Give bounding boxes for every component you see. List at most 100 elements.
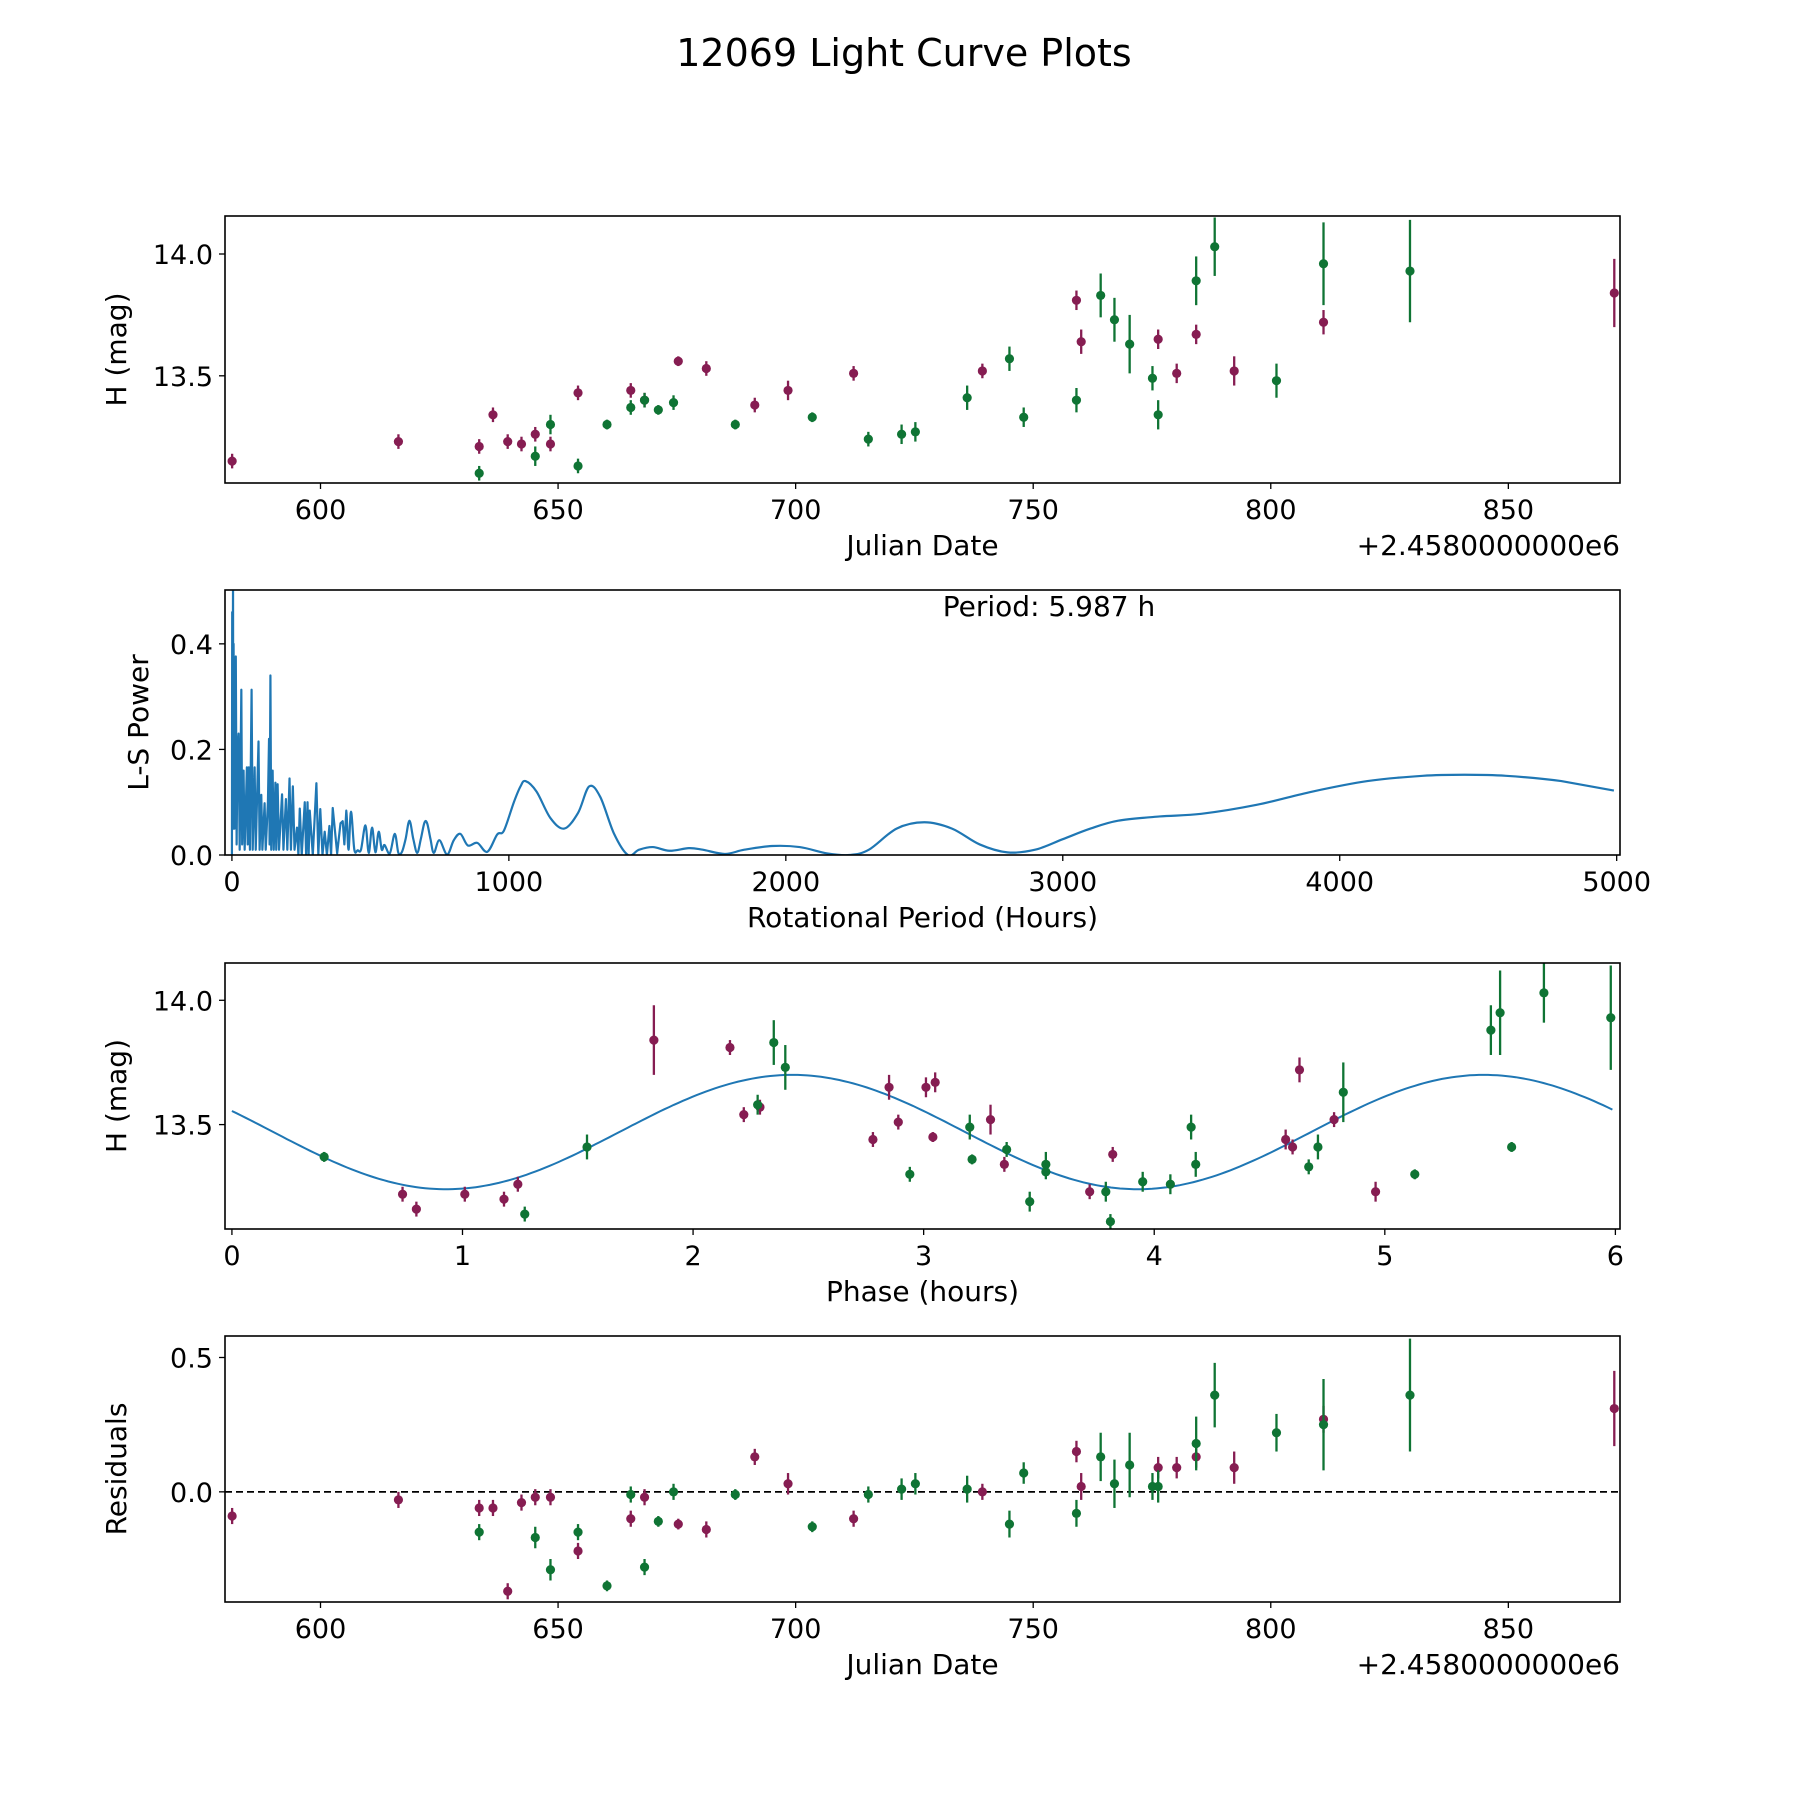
- data-point-green: [653, 405, 663, 415]
- data-point-green: [602, 1580, 612, 1592]
- x-tick-label: 2: [684, 1241, 701, 1272]
- data-point-purple: [573, 1542, 583, 1560]
- data-point-green: [1109, 297, 1120, 342]
- x-tick-label: 750: [1007, 1614, 1059, 1645]
- data-point-purple: [701, 361, 711, 376]
- data-point-green: [1405, 219, 1415, 323]
- data-point-purple: [513, 1176, 523, 1192]
- marker: [513, 1179, 523, 1189]
- marker: [573, 388, 583, 398]
- figure-title: 12069 Light Curve Plots: [676, 31, 1131, 75]
- data-point-purple: [460, 1186, 470, 1202]
- plot-area: [227, 217, 1619, 481]
- marker: [725, 1042, 735, 1053]
- marker: [1153, 334, 1163, 344]
- marker: [520, 1209, 530, 1219]
- marker: [1313, 1142, 1323, 1152]
- data-point-purple: [1229, 1451, 1239, 1484]
- marker: [545, 439, 556, 449]
- marker: [602, 419, 612, 430]
- plot-area: [231, 963, 1616, 1229]
- x-tick-label: 0: [223, 1241, 240, 1272]
- x-tick-label: 4000: [1305, 867, 1374, 898]
- data-point-green: [1071, 387, 1082, 413]
- marker: [780, 1062, 790, 1073]
- marker: [1271, 376, 1282, 386]
- marker: [896, 1484, 907, 1494]
- marker: [1153, 1463, 1163, 1473]
- marker: [1191, 1438, 1201, 1449]
- data-point-green: [1004, 346, 1015, 371]
- marker: [884, 1082, 894, 1092]
- data-point-green: [1186, 1114, 1196, 1140]
- data-point-purple: [503, 434, 513, 449]
- marker: [639, 1492, 650, 1502]
- data-point-green: [896, 424, 907, 445]
- data-point-green: [1002, 1141, 1012, 1157]
- marker: [393, 436, 404, 447]
- marker: [1101, 1187, 1111, 1197]
- data-point-green: [1025, 1191, 1035, 1212]
- data-point-green: [1405, 1338, 1415, 1452]
- data-point-purple: [868, 1132, 878, 1147]
- marker: [474, 468, 484, 478]
- marker: [530, 1492, 540, 1502]
- data-point-green: [602, 419, 612, 430]
- marker: [701, 363, 711, 374]
- axes-frame: [224, 1335, 1621, 1603]
- data-point-purple: [1287, 1139, 1298, 1155]
- marker: [545, 1565, 556, 1575]
- x-offset-text: +2.4580000000e6: [1357, 529, 1620, 562]
- data-point-purple: [750, 397, 760, 413]
- data-point-green: [1338, 1062, 1348, 1123]
- data-point-green: [530, 446, 540, 466]
- y-tick-label: 14.0: [153, 240, 213, 271]
- data-point-green: [626, 1486, 636, 1503]
- data-point-green: [530, 1526, 540, 1549]
- marker: [930, 1077, 940, 1087]
- data-point-purple: [649, 1005, 659, 1075]
- data-point-green: [965, 1114, 975, 1140]
- marker: [1096, 290, 1106, 301]
- data-point-purple: [849, 1510, 859, 1527]
- marker: [1191, 329, 1201, 339]
- data-point-purple: [530, 1489, 540, 1506]
- marker: [863, 434, 873, 444]
- marker: [1076, 337, 1086, 347]
- marker: [1229, 1463, 1239, 1473]
- data-point-purple: [626, 1510, 636, 1527]
- marker: [503, 1586, 513, 1596]
- marker: [1153, 1481, 1163, 1492]
- marker: [545, 419, 556, 430]
- marker: [1486, 1025, 1496, 1035]
- x-tick-label: 700: [770, 1614, 822, 1645]
- data-point-purple: [783, 380, 793, 401]
- marker: [1609, 288, 1619, 298]
- marker: [673, 1519, 683, 1529]
- data-point-green: [962, 1475, 972, 1503]
- data-point-purple: [639, 1489, 650, 1506]
- data-point-green: [1271, 363, 1282, 398]
- data-point-green: [1125, 314, 1135, 374]
- marker: [863, 1489, 873, 1500]
- data-point-purple: [545, 1489, 556, 1506]
- marker: [602, 1581, 612, 1591]
- data-point-purple: [1085, 1184, 1095, 1200]
- data-point-purple: [985, 1104, 996, 1135]
- marker: [1109, 315, 1120, 325]
- marker: [739, 1110, 749, 1120]
- data-point-purple: [725, 1040, 735, 1055]
- marker: [967, 1154, 977, 1164]
- period-annotation: Period: 5.987 h: [943, 590, 1155, 623]
- marker: [530, 451, 540, 461]
- data-point-purple: [673, 1518, 683, 1530]
- data-point-green: [1210, 217, 1220, 276]
- y-axis-label: L-S Power: [122, 654, 155, 791]
- marker: [1410, 1169, 1420, 1179]
- data-point-green: [1109, 1459, 1120, 1508]
- data-point-purple: [1076, 1473, 1086, 1500]
- data-point-green: [1318, 222, 1329, 306]
- data-point-purple: [393, 1491, 404, 1508]
- marker: [750, 1452, 760, 1462]
- data-point-green: [730, 1489, 740, 1500]
